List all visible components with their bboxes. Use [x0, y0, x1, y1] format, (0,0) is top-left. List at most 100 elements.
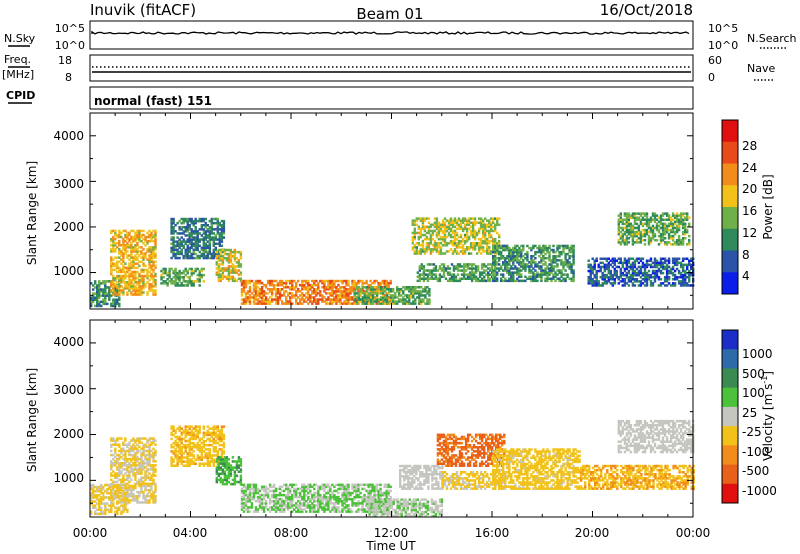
data-cell [174, 240, 177, 243]
data-cell [140, 488, 143, 492]
data-cell [138, 439, 141, 442]
data-cell [605, 273, 608, 277]
data-cell [653, 216, 657, 219]
data-cell [124, 281, 127, 284]
data-cell [554, 257, 557, 260]
data-cell [524, 265, 527, 268]
data-cell [659, 257, 663, 260]
data-cell [281, 279, 284, 283]
data-cell [479, 239, 483, 243]
data-cell [684, 232, 687, 236]
data-cell [146, 484, 149, 488]
data-cell [343, 286, 346, 289]
data-cell [463, 223, 467, 226]
data-cell [274, 296, 278, 299]
data-cell [130, 272, 133, 276]
data-cell [132, 462, 135, 465]
data-cell [256, 300, 260, 303]
data-cell [126, 233, 129, 237]
data-cell [572, 263, 575, 266]
data-cell [484, 237, 487, 241]
data-cell [136, 266, 139, 270]
data-cell [468, 263, 472, 266]
data-cell [454, 279, 458, 283]
data-cell [96, 485, 99, 489]
data-cell [466, 275, 470, 278]
data-cell [375, 296, 379, 299]
data-cell [102, 494, 105, 497]
data-cell [329, 302, 332, 305]
data-cell [593, 280, 596, 283]
data-cell [154, 451, 157, 455]
data-cell [144, 274, 147, 278]
data-cell [383, 281, 386, 285]
data-cell [500, 267, 503, 270]
data-cell [641, 234, 645, 238]
data-cell [647, 234, 651, 238]
data-cell [244, 279, 248, 283]
data-cell [629, 216, 633, 219]
data-cell [479, 219, 483, 222]
data-cell [560, 261, 563, 264]
data-cell [128, 453, 131, 457]
data-cell [653, 226, 657, 230]
data-cell [665, 271, 669, 275]
data-cell [146, 449, 149, 453]
freq-panel-frame [89, 54, 694, 82]
data-cell [152, 470, 155, 473]
data-cell [494, 269, 497, 272]
data-cell [98, 292, 101, 295]
data-cell [498, 235, 501, 239]
data-cell [394, 292, 397, 295]
data-cell [382, 298, 385, 301]
data-cell [118, 296, 121, 299]
data-cell [611, 265, 614, 269]
data-cell [429, 235, 433, 239]
data-cell [572, 257, 575, 260]
data-cell [617, 265, 620, 269]
data-cell [418, 298, 421, 301]
data-cell [427, 248, 431, 251]
data-cell [520, 275, 523, 278]
data-cell [619, 220, 622, 224]
data-cell [229, 271, 233, 274]
data-cell [102, 510, 105, 514]
data-cell [116, 302, 119, 306]
data-cell [443, 229, 447, 233]
data-cell [178, 246, 181, 250]
data-cell [361, 296, 365, 299]
data-cell [643, 228, 647, 232]
data-cell [459, 250, 463, 253]
data-cell [663, 212, 667, 215]
data-cell [516, 271, 519, 274]
data-cell [154, 443, 157, 446]
data-cell [639, 234, 643, 238]
data-cell [367, 300, 370, 303]
data-cell [339, 294, 342, 297]
data-cell [645, 224, 649, 228]
data-cell [475, 231, 479, 235]
data-cell [178, 456, 181, 459]
data-cell [287, 302, 290, 305]
data-cell [663, 261, 667, 265]
data-cell [572, 250, 575, 254]
data-cell [377, 281, 380, 285]
data-cell [198, 256, 201, 260]
data-cell [337, 300, 340, 303]
data-cell [484, 233, 487, 237]
data-cell [688, 243, 691, 246]
data-cell [104, 296, 107, 299]
data-cell [303, 288, 306, 291]
data-cell [339, 290, 342, 293]
data-cell [408, 288, 411, 291]
data-cell [325, 279, 328, 283]
data-cell [443, 235, 447, 239]
data-cell [297, 279, 300, 283]
data-cell [504, 248, 507, 252]
scatter-region-1 [110, 437, 157, 504]
data-cell [178, 443, 181, 447]
data-cell [345, 283, 348, 287]
data-cell [235, 279, 239, 283]
data-cell [174, 256, 177, 260]
data-cell [112, 302, 115, 306]
